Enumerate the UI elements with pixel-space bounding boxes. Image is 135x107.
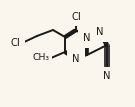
Text: Cl: Cl (71, 12, 81, 22)
Text: N: N (72, 54, 80, 64)
Text: N: N (103, 71, 111, 81)
Text: CH₃: CH₃ (33, 54, 50, 62)
Text: N: N (96, 27, 104, 37)
Text: Cl: Cl (11, 38, 21, 48)
Text: N: N (83, 33, 91, 43)
